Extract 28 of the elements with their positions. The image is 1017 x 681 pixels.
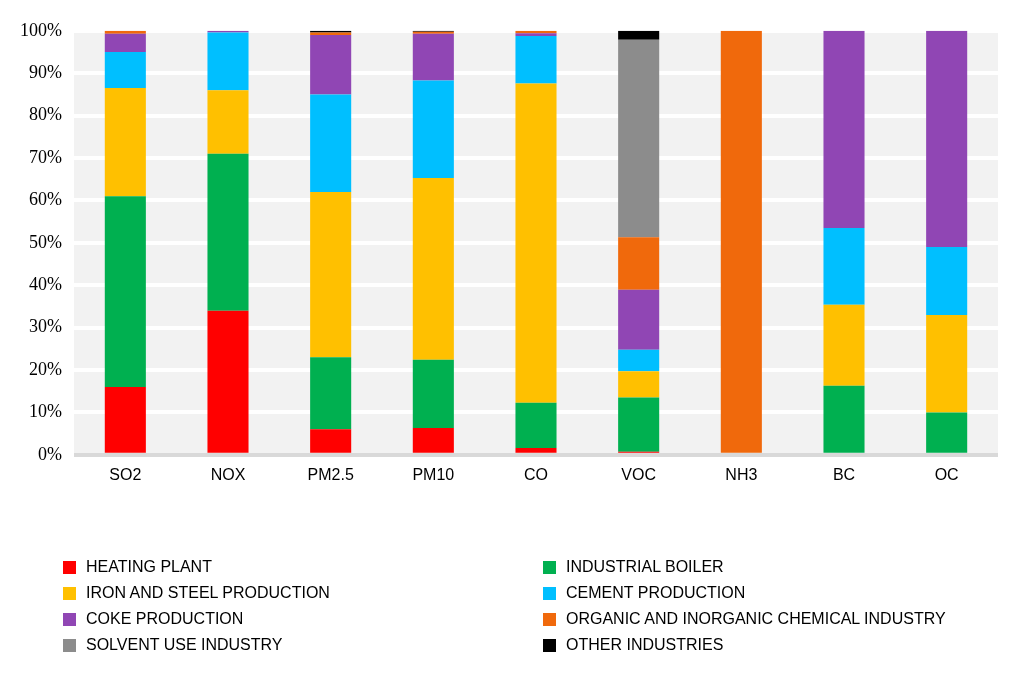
x-tick-label: CO [524,465,548,483]
x-tick-label: BC [832,465,856,483]
y-tick-label: 70% [28,146,62,167]
legend-label: ORGANIC AND INORGANIC CHEMICAL INDUSTRY [566,610,946,628]
x-tick-label: OC [934,465,959,483]
y-tick-label: 10% [28,401,62,422]
y-tick-label: 60% [28,189,62,210]
y-tick-label: 80% [28,104,62,125]
x-tick-label: VOC [621,465,656,483]
x-tick-label: PM2.5 [307,465,354,483]
legend-label: OTHER INDUSTRIES [566,636,724,654]
y-tick-label: 20% [28,358,62,379]
legend-label: COKE PRODUCTION [86,610,244,628]
y-tick-label: 90% [28,61,62,82]
x-tick-label: SO2 [109,465,142,483]
legend-label: INDUSTRIAL BOILER [566,558,724,576]
y-tick-label: 50% [28,231,62,252]
legend-label: IRON AND STEEL PRODUCTION [86,584,330,602]
y-tick-label: 40% [28,273,62,294]
y-tick-label: 100% [19,19,62,40]
y-tick-label: 0% [37,443,62,464]
legend-label: CEMENT PRODUCTION [566,584,746,602]
y-tick-label: 30% [28,316,62,337]
legend-label: SOLVENT USE INDUSTRY [86,636,283,654]
x-tick-label: NH3 [725,465,758,483]
x-tick-label: PM10 [412,465,455,483]
legend-label: HEATING PLANT [86,558,212,576]
x-tick-label: NOX [210,465,246,483]
